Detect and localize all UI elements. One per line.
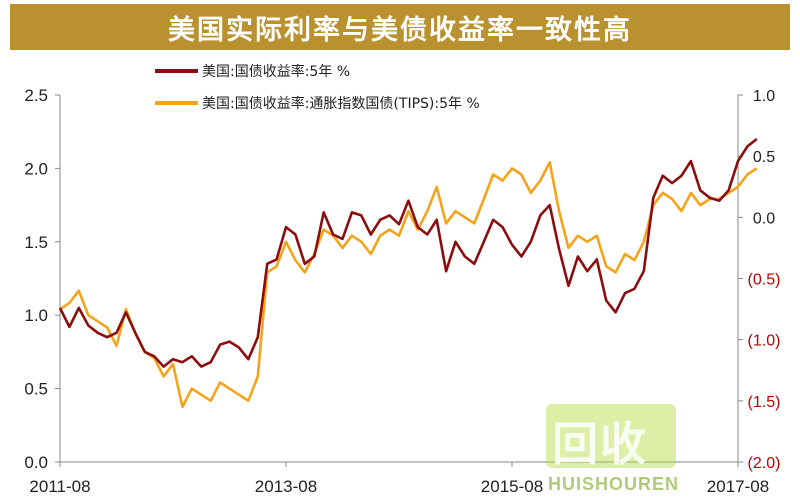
y-right-tick-label: 0.0: [753, 210, 775, 227]
y-right-tick-label: (1.5): [748, 394, 781, 411]
chart-title-bar: 美国实际利率与美债收益率一致性高: [10, 4, 790, 50]
x-tick-label: 2013-08: [255, 477, 317, 496]
series-line-5y-treasury: [58, 137, 758, 368]
x-tick-label: 2011-08: [29, 477, 90, 496]
y-left-tick-label: 1.0: [24, 306, 48, 325]
series-line-5y-tips: [59, 161, 758, 409]
y-left-tick-label: 2.5: [24, 86, 48, 105]
y-right-tick-label: (0.5): [748, 272, 781, 289]
legend-label: 美国:国债收益率:5年 %: [202, 63, 350, 80]
y-left-tick-label: 0.0: [24, 453, 48, 472]
x-tick-label: 2015-08: [481, 477, 543, 496]
chart-title: 美国实际利率与美债收益率一致性高: [168, 14, 632, 46]
y-right-tick-label: 1.0: [753, 88, 775, 105]
legend-label: 美国:国债收益率:通胀指数国债(TIPS):5年 %: [202, 95, 480, 112]
y-right-tick-label: 0.5: [753, 149, 775, 166]
y-right-tick-label: (1.0): [748, 333, 781, 350]
y-left-tick-label: 1.5: [24, 233, 48, 252]
x-tick-label: 2017-08: [707, 477, 769, 496]
y-left-tick-label: 0.5: [24, 380, 48, 399]
chart-legend: 美国:国债收益率:5年 % 美国:国债收益率:通胀指数国债(TIPS):5年 %: [155, 63, 480, 112]
watermark-sub-text: HUISHOUREN: [548, 474, 680, 494]
y-right-tick-label: (2.0): [748, 455, 781, 472]
chart-axes: 0.0 0.5 1.0 1.5 2.0 2.5 (2.0) (1.5) (1.0) (0.5) 0.…: [24, 86, 780, 496]
watermark-logo: [546, 404, 676, 468]
y-left-tick-label: 2.0: [24, 159, 48, 178]
chart-series: [58, 137, 758, 409]
watermark-logo-text: 回收: [552, 417, 648, 471]
